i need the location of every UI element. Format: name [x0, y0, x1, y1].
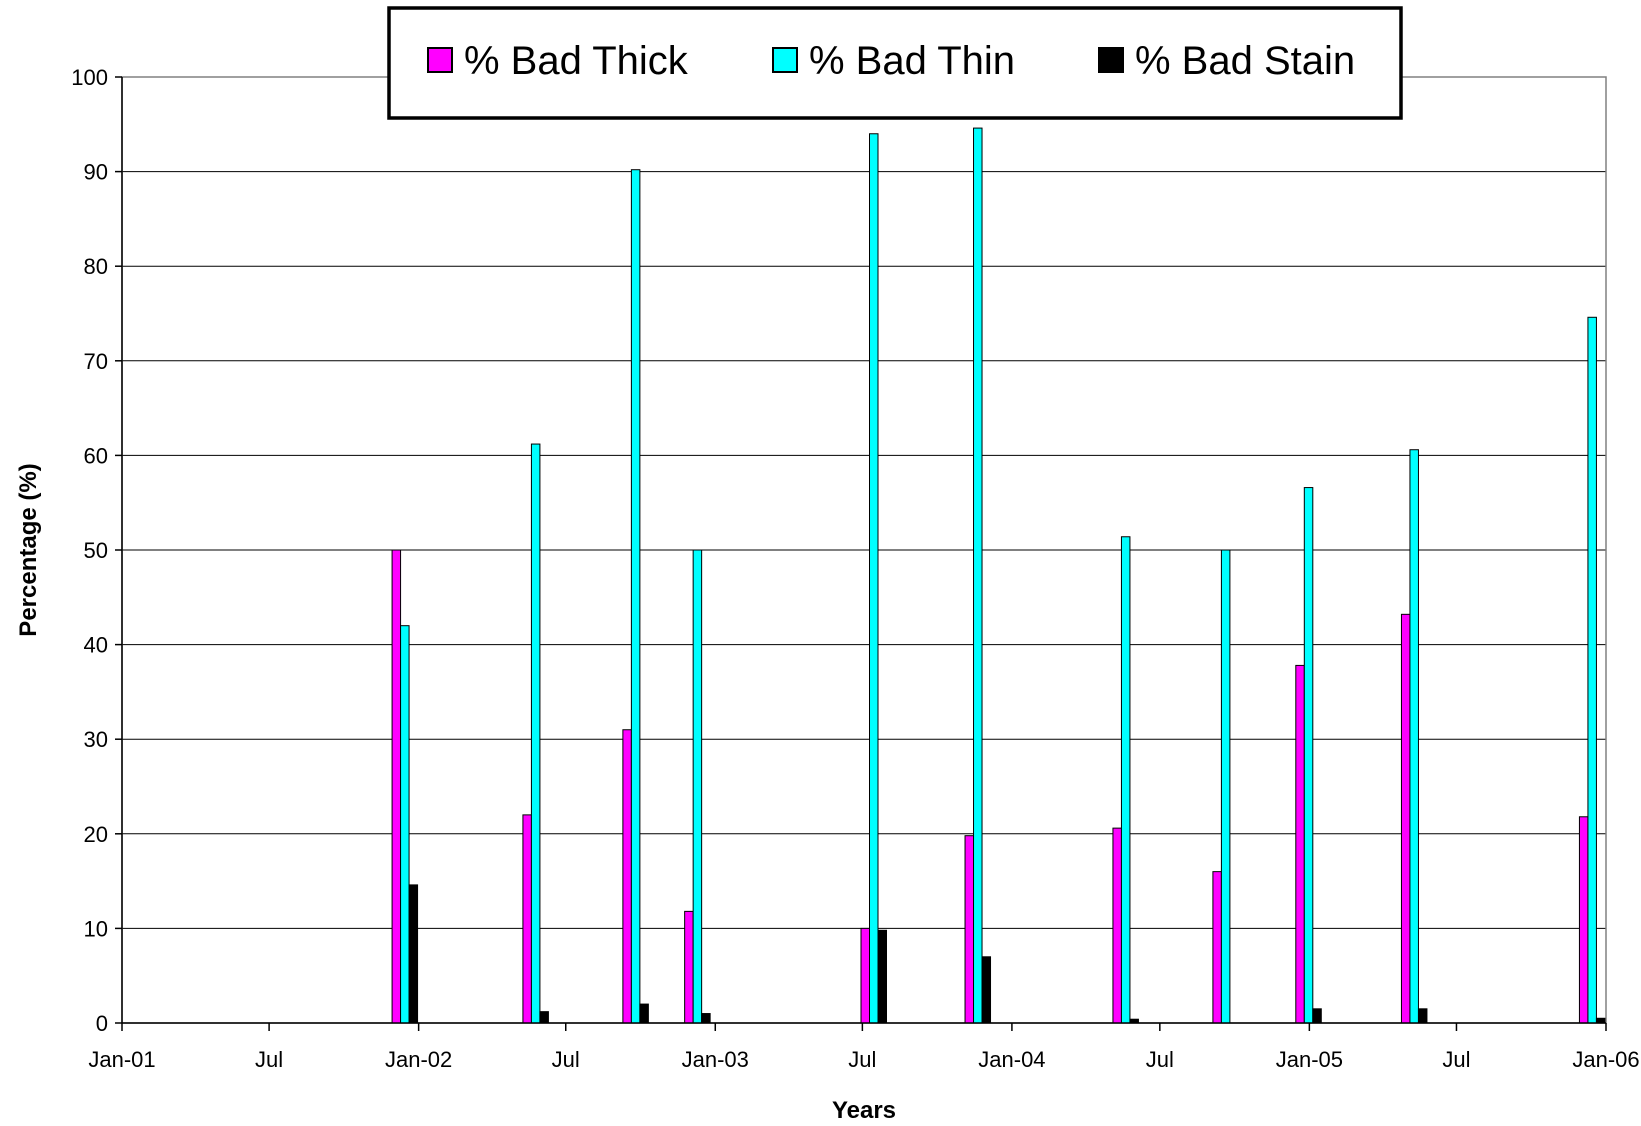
x-axis-title: Years	[832, 1097, 896, 1124]
x-tick-label: Jul	[552, 1047, 580, 1072]
bar-bad-thin	[400, 625, 410, 1024]
legend-swatch	[1098, 47, 1124, 73]
bar-bad-thick	[1295, 664, 1305, 1024]
y-tick-label: 20	[84, 822, 108, 847]
y-tick-label: 80	[84, 254, 108, 279]
legend-label: % Bad Thin	[809, 39, 1015, 83]
y-tick-labels: 0 10 20 30 40 50 60 70 80 90 100	[71, 65, 108, 1036]
bar-bad-thick	[964, 835, 975, 1024]
bar-bad-thick	[684, 910, 694, 1024]
legend-swatch	[772, 47, 798, 73]
bar-bad-stain	[701, 1013, 711, 1024]
x-tick-label: Jan-04	[978, 1047, 1045, 1072]
y-tick-label: 100	[71, 65, 108, 90]
x-tick-label: Jan-01	[88, 1047, 155, 1072]
y-tick-label: 40	[84, 633, 108, 658]
bar-bad-stain	[539, 1011, 549, 1024]
x-tick-label: Jul	[1442, 1047, 1470, 1072]
axes	[115, 76, 1607, 1031]
x-tick-label: Jul	[255, 1047, 283, 1072]
bar-bad-thin	[1303, 487, 1314, 1024]
bar-bad-thin	[1409, 449, 1419, 1024]
x-tick-label: Jan-02	[385, 1047, 452, 1072]
x-tick-label: Jan-05	[1276, 1047, 1343, 1072]
bar-bad-thick	[522, 814, 532, 1024]
legend: % Bad Thick % Bad Thin % Bad Stain	[387, 6, 1403, 120]
x-tick-labels: Jan-01 Jul Jan-02 Jul Jan-03 Jul Jan-04 Jul Jan-…	[88, 1047, 1639, 1072]
y-tick-label: 50	[84, 538, 108, 563]
x-tick-label: Jul	[1146, 1047, 1174, 1072]
bar-bad-thin	[530, 443, 541, 1024]
x-tick-label: Jan-06	[1572, 1047, 1639, 1072]
y-tick-label: 0	[96, 1011, 108, 1036]
bar-bad-stain	[408, 884, 419, 1024]
bar-bad-thick	[1578, 816, 1589, 1024]
bar-bad-thick	[1112, 827, 1122, 1024]
x-tick-label: Jan-03	[682, 1047, 749, 1072]
legend-label: % Bad Stain	[1135, 39, 1355, 83]
x-tick-label: Jul	[848, 1047, 876, 1072]
y-tick-label: 90	[84, 160, 108, 185]
legend-box	[387, 6, 1403, 120]
bar-bad-thin	[1120, 536, 1131, 1024]
bar-bad-thick	[1212, 871, 1222, 1024]
gridlines	[122, 171, 1606, 929]
y-tick-label: 30	[84, 727, 108, 752]
bar-bad-thin	[1220, 549, 1231, 1024]
bar-bad-thin	[973, 127, 983, 1024]
bar-bad-stain	[1417, 1008, 1428, 1024]
bar-bad-stain	[639, 1003, 649, 1024]
bar-bad-thin	[630, 169, 641, 1024]
bar-bad-thick	[622, 729, 632, 1024]
bar-bad-thick	[860, 927, 871, 1024]
y-tick-label: 10	[84, 916, 108, 941]
bar-bad-stain	[981, 956, 992, 1024]
bar-bad-thin	[1587, 316, 1597, 1024]
y-axis-title: Percentage (%)	[15, 463, 42, 636]
bar-bad-stain	[877, 929, 888, 1024]
legend-swatch	[427, 47, 453, 73]
bar-bad-stain	[1312, 1008, 1322, 1024]
bar-bad-thick	[391, 549, 402, 1024]
bars	[391, 127, 1606, 1024]
y-tick-label: 70	[84, 349, 108, 374]
bar-bad-thin	[692, 549, 703, 1024]
legend-label: % Bad Thick	[464, 39, 689, 83]
y-tick-label: 60	[84, 443, 108, 468]
bar-bad-thin	[869, 133, 879, 1024]
bar-bad-thick	[1400, 613, 1411, 1024]
